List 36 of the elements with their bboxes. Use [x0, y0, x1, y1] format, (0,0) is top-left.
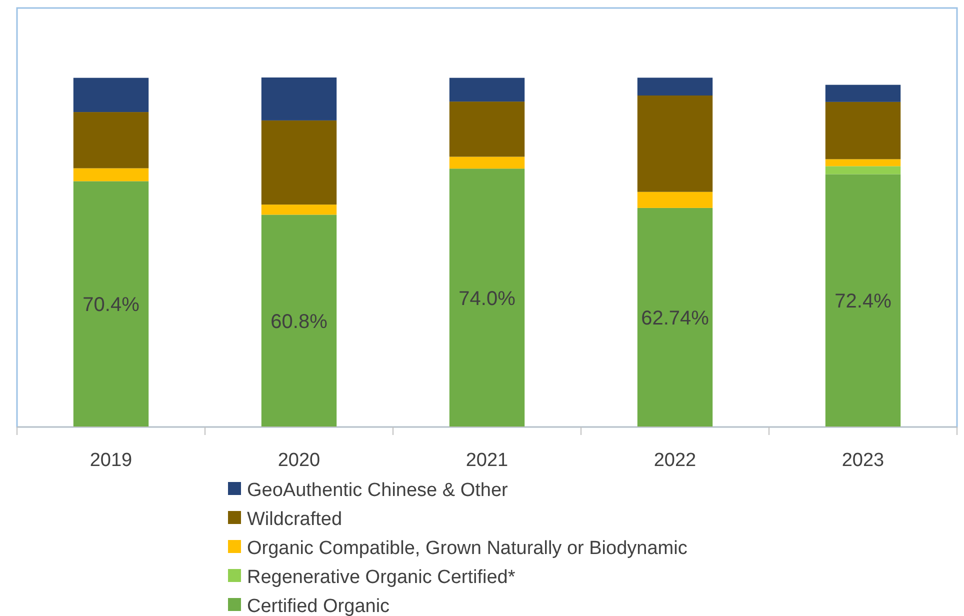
bar: [637, 96, 713, 192]
data-label: 60.8%: [270, 310, 328, 333]
legend-label: Organic Compatible, Grown Naturally or Biodynamic: [247, 538, 688, 559]
x-tick-label: 2020: [278, 450, 320, 471]
data-label: 62.74%: [641, 307, 710, 330]
bar: [825, 174, 901, 427]
bar: [449, 78, 525, 102]
bar: [825, 159, 901, 166]
legend-label: Wildcrafted: [247, 509, 342, 530]
x-tick-label: 2019: [90, 450, 132, 471]
bar: [825, 84, 901, 102]
x-tick-label: 2021: [466, 450, 508, 471]
bar: [261, 204, 337, 215]
bar: [73, 181, 149, 427]
bar: [449, 156, 525, 169]
bar: [73, 168, 149, 182]
bar: [73, 78, 149, 112]
x-tick-label: 2023: [842, 450, 884, 471]
bar: [449, 168, 525, 427]
bar: [637, 192, 713, 208]
bar: [261, 214, 337, 427]
data-label: 74.0%: [458, 288, 516, 310]
legend-label: Regenerative Organic Certified*: [247, 567, 516, 588]
bar: [261, 120, 337, 205]
bar: [73, 112, 149, 168]
bar: [825, 102, 901, 160]
bar: [637, 78, 713, 96]
bar: [449, 102, 525, 157]
bar: [825, 166, 901, 174]
legend-label: Certified Organic: [247, 596, 390, 616]
data-label: 70.4%: [82, 294, 140, 316]
x-tick-label: 2022: [654, 450, 696, 471]
legend-label: GeoAuthentic Chinese & Other: [247, 480, 509, 501]
bar: [261, 77, 337, 120]
bar: [637, 208, 713, 427]
data-label: 72.4%: [834, 290, 892, 313]
